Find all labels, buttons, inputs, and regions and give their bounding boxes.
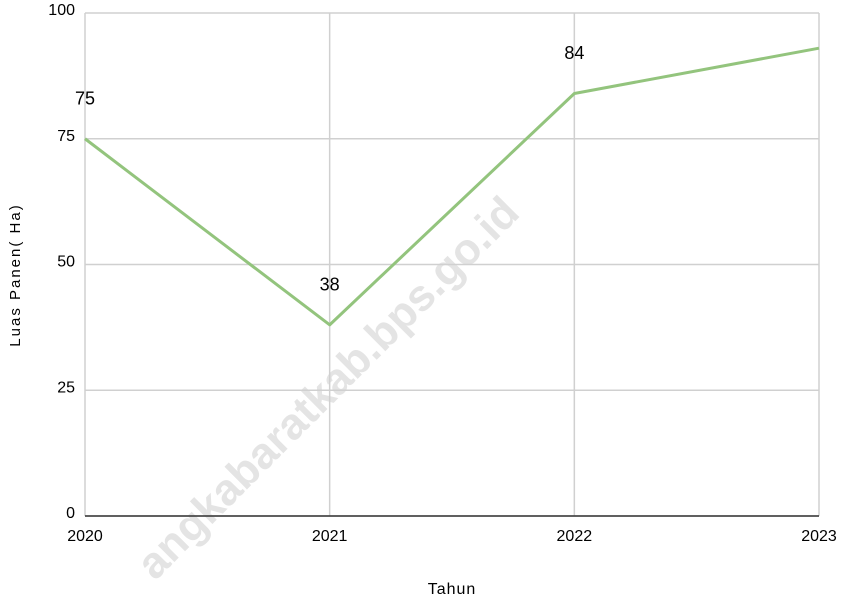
data-label: 38 <box>320 275 340 295</box>
x-tick-label: 2020 <box>67 528 103 545</box>
x-tick-label: 2023 <box>801 528 837 545</box>
y-axis-label: Luas Panen( Ha) <box>7 203 24 346</box>
y-tick-label: 100 <box>48 2 75 19</box>
y-tick-label: 0 <box>66 505 75 522</box>
data-label: 75 <box>75 89 95 109</box>
x-tick-label: 2021 <box>312 528 348 545</box>
y-tick-label: 25 <box>57 379 75 396</box>
x-tick-label: 2022 <box>557 528 593 545</box>
y-tick-label: 75 <box>57 128 75 145</box>
x-axis-label: Tahun <box>428 581 477 598</box>
line-series <box>84 46 820 327</box>
data-label: 84 <box>564 43 584 63</box>
y-tick-label: 50 <box>57 254 75 271</box>
